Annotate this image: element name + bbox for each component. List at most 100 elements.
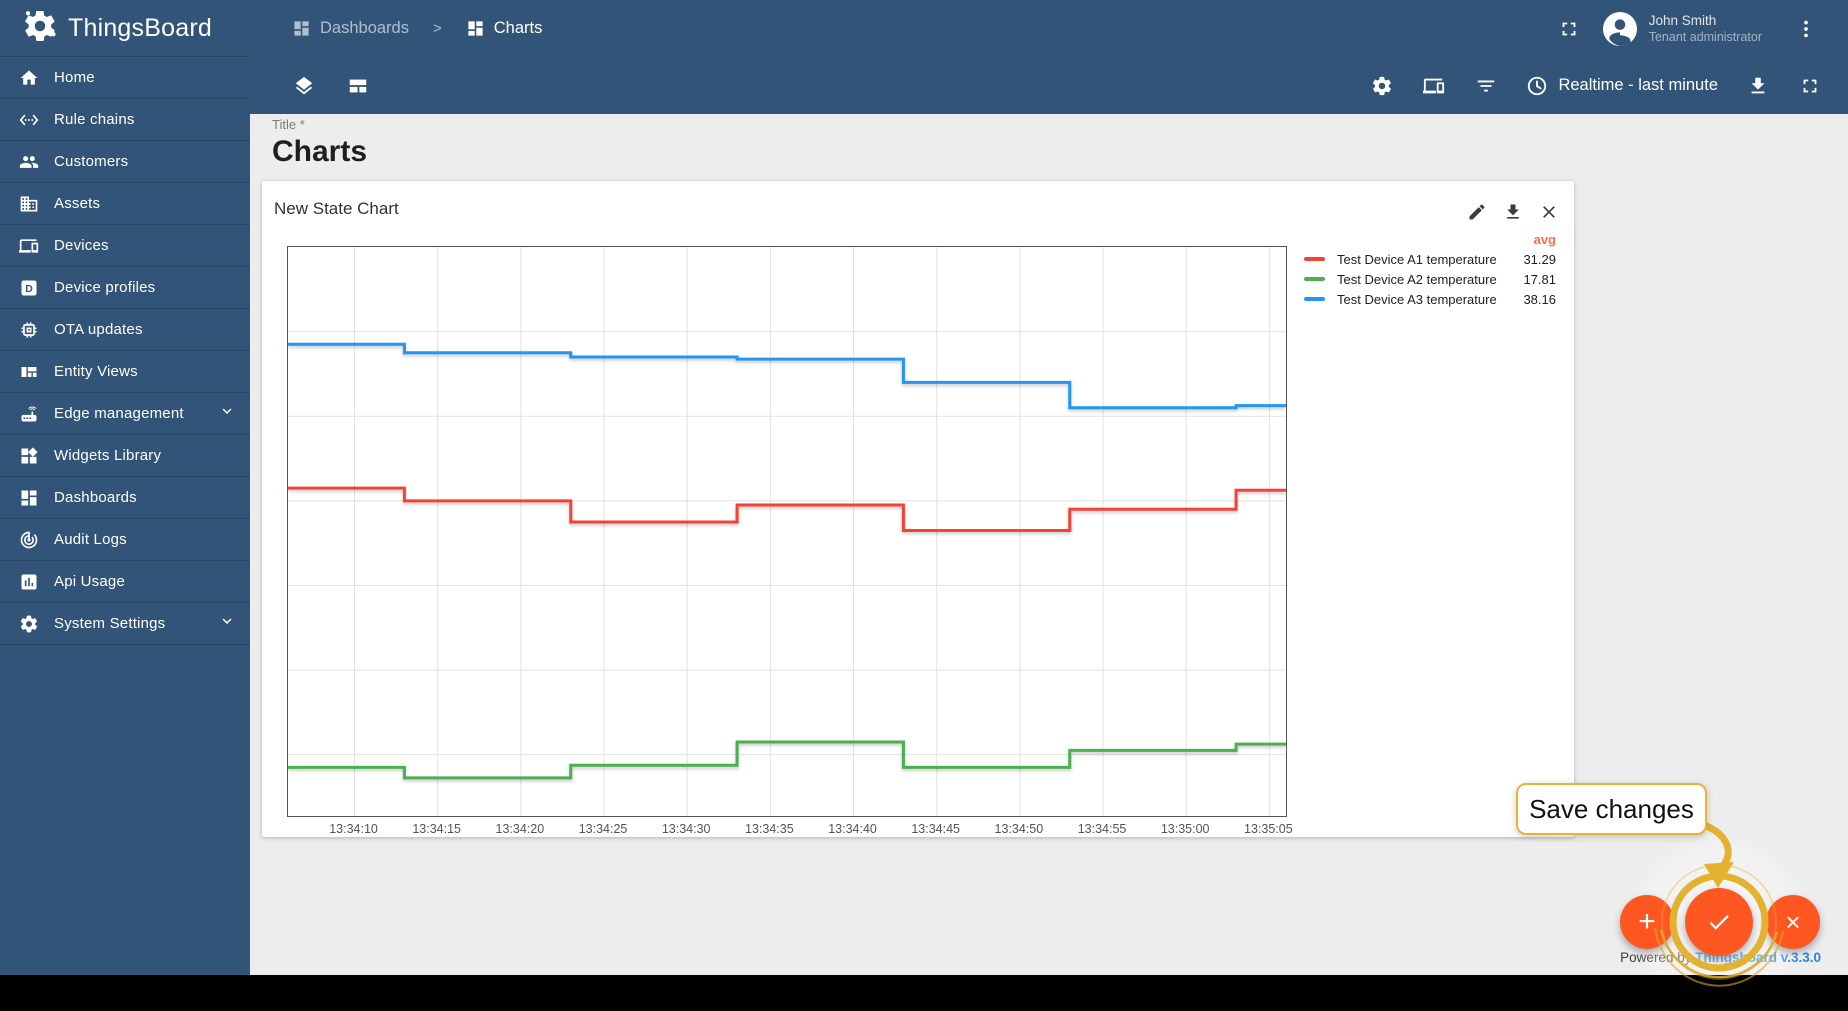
sidebar-item-ota-updates[interactable]: OTA updates: [0, 309, 250, 351]
sidebar-item-widgets-library[interactable]: Widgets Library: [0, 435, 250, 477]
device-profiles-icon: D: [21, 280, 37, 295]
x-axis-tick-label: 13:34:55: [1077, 822, 1127, 836]
chevron-down-icon: [218, 402, 236, 425]
timewindow-label: Realtime - last minute: [1558, 76, 1718, 94]
x-axis-tick-label: 13:34:40: [828, 822, 877, 836]
user-name: John Smith: [1648, 12, 1717, 28]
entity-views-icon: [21, 366, 37, 377]
x-axis-tick-label: 13:35:00: [1160, 822, 1210, 836]
legend-avg-header: avg: [1533, 232, 1556, 247]
legend-label: Test Device A2 temperature: [1337, 271, 1497, 287]
legend-row-test-device-a3-temperature[interactable]: Test Device A3 temperature 38.16: [1304, 289, 1556, 309]
breadcrumb: Dashboards > Charts: [250, 19, 542, 38]
sidebar-item-customers[interactable]: Customers: [0, 141, 250, 183]
chevron-down-icon: [218, 612, 236, 635]
toolbar-fullscreen-icon[interactable]: [1790, 66, 1830, 106]
add-widget-button[interactable]: +: [1620, 895, 1674, 949]
sidebar-item-label: Api Usage: [54, 573, 126, 590]
download-widget-icon[interactable]: [1502, 201, 1524, 223]
layers-icon[interactable]: [284, 66, 324, 106]
filter-icon[interactable]: [1466, 66, 1506, 106]
close-widget-icon[interactable]: [1538, 201, 1560, 223]
sidebar-item-label: Customers: [54, 153, 129, 170]
export-icon[interactable]: [1738, 66, 1778, 106]
sidebar-item-label: Assets: [54, 195, 101, 212]
top-header: Dashboards > Charts John Smith Tenant ad…: [250, 0, 1848, 57]
sidebar-item-dashboards[interactable]: Dashboards: [0, 477, 250, 519]
cancel-changes-button[interactable]: ×: [1766, 895, 1820, 949]
sidebar-item-label: Audit Logs: [54, 531, 127, 548]
toolbar-left-group: [250, 66, 378, 106]
customers-icon: [19, 155, 39, 168]
x-axis-tick-label: 13:34:15: [412, 822, 462, 836]
fullscreen-icon[interactable]: [1549, 9, 1589, 49]
legend-swatch: [1304, 297, 1325, 301]
sidebar-item-label: OTA updates: [54, 321, 143, 338]
title-field-label: Title *: [272, 117, 305, 132]
sidebar-item-audit-logs[interactable]: Audit Logs: [0, 519, 250, 561]
edit-widget-icon[interactable]: [1466, 201, 1488, 223]
save-changes-tooltip: Save changes: [1516, 783, 1707, 835]
x-axis-tick-label: 13:35:05: [1244, 822, 1293, 836]
header-right-group: John Smith Tenant administrator: [1549, 9, 1848, 49]
dashboard-title-input[interactable]: Title * Charts: [272, 117, 367, 169]
legend-row-test-device-a1-temperature[interactable]: Test Device A1 temperature 31.29: [1304, 249, 1556, 269]
sidebar-item-label: Dashboards: [54, 489, 137, 506]
chart-plot-area[interactable]: [287, 246, 1287, 817]
x-axis-tick-label: 13:34:45: [911, 822, 961, 836]
widget-title: New State Chart: [274, 199, 399, 218]
sidebar-item-entity-views[interactable]: Entity Views: [0, 351, 250, 393]
settings-icon[interactable]: [1362, 66, 1402, 106]
timewindow-button[interactable]: Realtime - last minute: [1518, 75, 1726, 97]
toolbar-right-group: Realtime - last minute: [1362, 66, 1848, 106]
entities-icon[interactable]: [1414, 66, 1454, 106]
layout-icon[interactable]: [338, 66, 378, 106]
sidebar-item-edge-management[interactable]: Edge management: [0, 393, 250, 435]
page-title: Charts: [272, 135, 368, 168]
sidebar-item-assets[interactable]: Assets: [0, 183, 250, 225]
x-axis-tick-label: 13:34:25: [578, 822, 628, 836]
sidebar-item-system-settings[interactable]: System Settings: [0, 603, 250, 645]
dashboards-icon: [21, 490, 37, 505]
breadcrumb-separator: >: [432, 20, 442, 37]
sidebar-item-label: System Settings: [54, 615, 166, 632]
audit-logs-icon: [20, 531, 38, 548]
x-axis-tick-label: 13:34:35: [745, 822, 794, 836]
x-axis-tick-label: 13:34:10: [329, 822, 378, 836]
user-menu[interactable]: John Smith Tenant administrator: [1649, 12, 1762, 46]
breadcrumb-dashboards[interactable]: Dashboards: [292, 19, 409, 38]
breadcrumb-charts[interactable]: Charts: [466, 19, 542, 38]
widget-actions: [1466, 201, 1560, 223]
legend-avg-value: 31.29: [1523, 251, 1556, 267]
avatar[interactable]: [1602, 11, 1637, 46]
sidebar-item-label: Rule chains: [54, 111, 135, 128]
dashboard-toolbar: Realtime - last minute: [250, 57, 1848, 114]
clock-icon: [1528, 76, 1547, 95]
x-axis-tick-label: 13:34:30: [661, 822, 711, 836]
more-options-icon[interactable]: [1786, 9, 1826, 49]
legend-avg-value: 17.81: [1523, 271, 1556, 287]
sidebar-item-api-usage[interactable]: Api Usage: [0, 561, 250, 603]
legend-row-test-device-a2-temperature[interactable]: Test Device A2 temperature 17.81: [1304, 269, 1556, 289]
sidebar-item-rule-chains[interactable]: Rule chains: [0, 99, 250, 141]
main-content: Title * Charts New State Chart avg Test …: [250, 114, 1848, 975]
legend-swatch: [1304, 257, 1325, 261]
sidebar-item-home[interactable]: Home: [0, 57, 250, 99]
legend-label: Test Device A3 temperature: [1337, 291, 1497, 307]
api-usage-icon: [21, 574, 37, 589]
assets-icon: [20, 196, 38, 211]
devices-icon: [19, 238, 39, 253]
app-title: ThingsBoard: [68, 13, 212, 42]
sidebar-item-label: Device profiles: [54, 279, 156, 296]
chart-widget-card: New State Chart avg Test Device A1 tempe…: [262, 181, 1574, 837]
dashboard-icon: [294, 21, 309, 36]
save-changes-button[interactable]: [1685, 888, 1753, 956]
svg-text:D: D: [25, 284, 33, 295]
dashboard-icon: [468, 21, 483, 36]
sidebar-item-devices[interactable]: Devices: [0, 225, 250, 267]
sidebar-item-device-profiles[interactable]: D Device profiles: [0, 267, 250, 309]
app-logo[interactable]: ThingsBoard: [0, 0, 250, 57]
powered-by-prefix: Powered by: [1620, 950, 1696, 965]
x-axis-tick-label: 13:34:20: [495, 822, 545, 836]
sidebar-item-label: Home: [54, 69, 95, 86]
